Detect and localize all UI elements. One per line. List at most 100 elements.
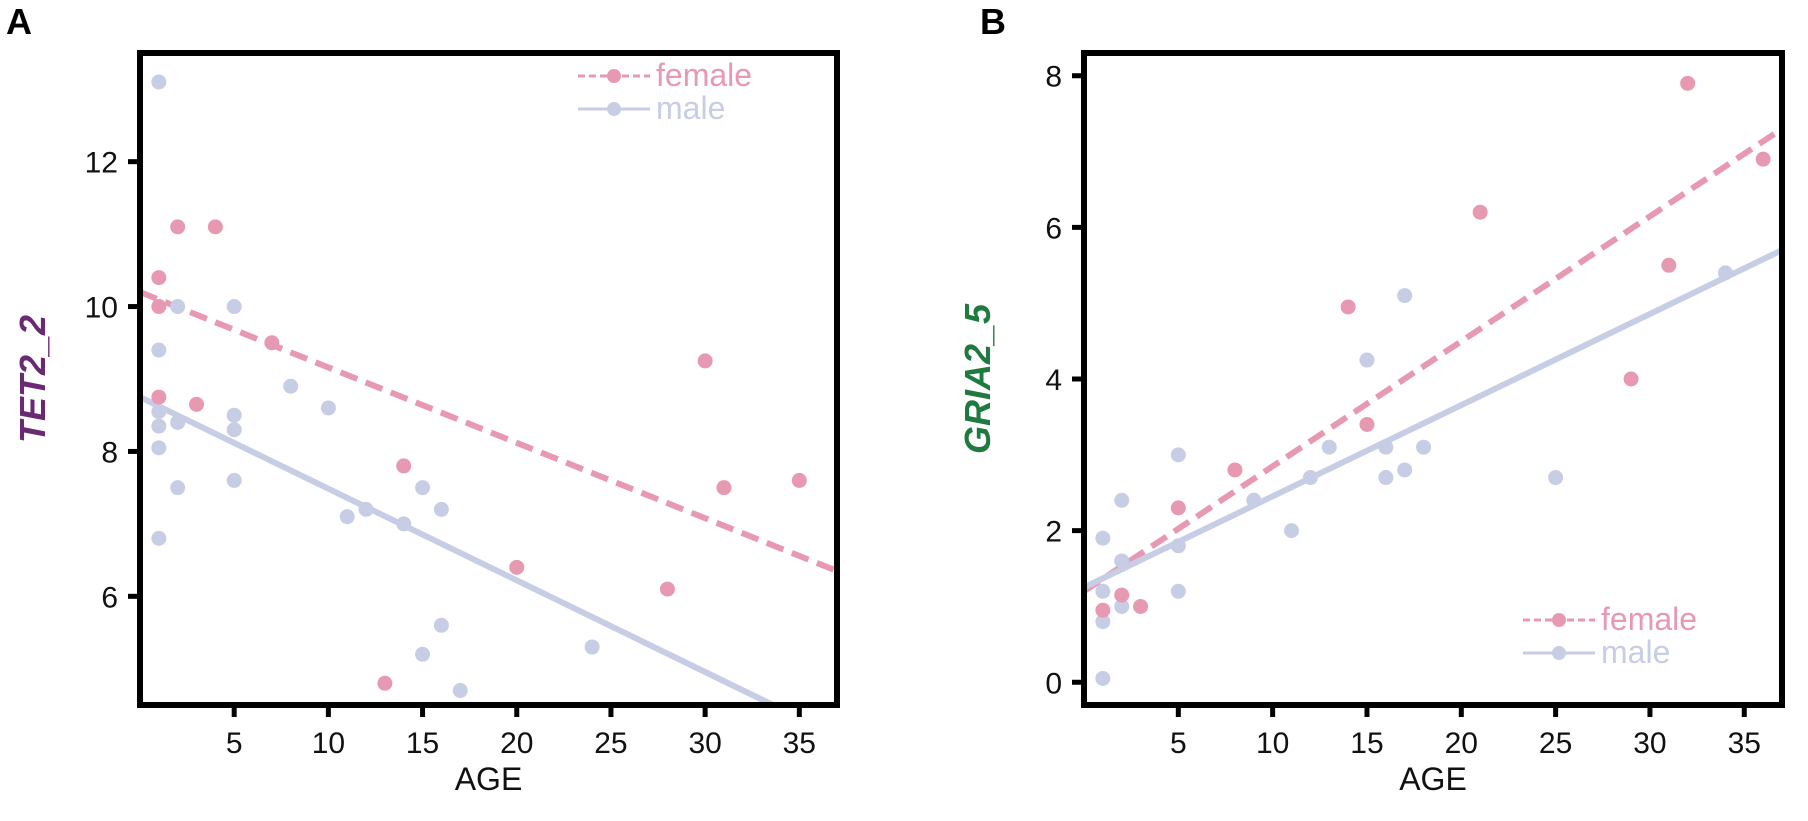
point-male [1114, 553, 1130, 569]
point-male [415, 646, 431, 662]
point-male [1170, 538, 1186, 554]
x-tick-label: 10 [312, 727, 345, 760]
point-male [151, 440, 167, 456]
legend-marker-male [607, 102, 621, 116]
x-tick-label: 10 [1256, 727, 1289, 760]
x-tick-label: 20 [500, 727, 533, 760]
x-tick-label: 15 [406, 727, 439, 760]
x-tick-label: 35 [783, 727, 816, 760]
point-female [170, 219, 186, 235]
x-tick-label: 25 [594, 727, 627, 760]
y-tick-label: 4 [1045, 364, 1062, 397]
point-male [433, 617, 449, 633]
fit-line-male [140, 394, 780, 705]
point-male [151, 342, 167, 358]
fit-line-male [1084, 247, 1782, 591]
point-female [509, 559, 525, 575]
point-male [226, 299, 242, 315]
point-female [1472, 204, 1488, 220]
point-male [226, 472, 242, 488]
point-male [584, 639, 600, 655]
legend-label-female: female [656, 57, 752, 93]
point-female [1680, 75, 1696, 91]
point-female [207, 219, 223, 235]
point-female [1755, 151, 1771, 167]
point-male [1170, 447, 1186, 463]
point-male [1246, 492, 1262, 508]
point-male [226, 422, 242, 438]
y-tick-label: 2 [1045, 516, 1062, 549]
point-male [1416, 439, 1432, 455]
point-female [151, 389, 167, 405]
legend-marker-female [607, 69, 621, 83]
point-male [151, 74, 167, 90]
point-male [452, 683, 468, 699]
point-female [1340, 299, 1356, 315]
point-male [226, 407, 242, 423]
point-male [1321, 439, 1337, 455]
point-male [1378, 470, 1394, 486]
point-female [396, 458, 412, 474]
x-axis-title: AGE [1399, 761, 1467, 797]
point-male [1284, 523, 1300, 539]
point-female [659, 581, 675, 597]
legend-label-male: male [656, 90, 725, 126]
panel-letter-a: A [6, 1, 32, 42]
y-axis-title: TET2_2 [12, 315, 53, 443]
point-male [1114, 598, 1130, 614]
point-male [1397, 288, 1413, 304]
y-tick-label: 8 [101, 436, 118, 469]
y-tick-label: 6 [1045, 212, 1062, 245]
point-male [320, 400, 336, 416]
point-male [151, 418, 167, 434]
x-tick-label: 15 [1350, 727, 1383, 760]
point-female [1359, 416, 1375, 432]
point-male [396, 516, 412, 532]
point-female [189, 396, 205, 412]
point-male [1095, 614, 1111, 630]
y-axis-title: GRIA2_5 [957, 303, 998, 454]
point-male [339, 509, 355, 525]
x-tick-label: 30 [1633, 727, 1666, 760]
point-female [1133, 598, 1149, 614]
point-female [697, 353, 713, 369]
point-male [1378, 439, 1394, 455]
point-male [1717, 265, 1733, 281]
point-male [151, 404, 167, 420]
legend-label-male: male [1601, 634, 1670, 670]
point-female [151, 270, 167, 286]
y-tick-label: 6 [101, 581, 118, 614]
x-tick-label: 5 [1170, 727, 1187, 760]
point-male [283, 378, 299, 394]
y-tick-label: 12 [85, 147, 118, 180]
point-male [1114, 492, 1130, 508]
y-tick-label: 0 [1045, 667, 1062, 700]
point-male [1397, 462, 1413, 478]
point-female [377, 675, 393, 691]
point-male [1548, 470, 1564, 486]
point-female [1623, 371, 1639, 387]
point-male [1095, 670, 1111, 686]
point-female [264, 335, 280, 351]
point-male [1302, 470, 1318, 486]
point-male [358, 501, 374, 517]
y-tick-label: 8 [1045, 61, 1062, 94]
legend-marker-female [1552, 613, 1566, 627]
point-male [170, 480, 186, 496]
x-tick-label: 30 [688, 727, 721, 760]
x-tick-label: 35 [1728, 727, 1761, 760]
point-female [1095, 602, 1111, 618]
plot-frame [137, 50, 840, 708]
panel-letter-b: B [980, 1, 1006, 42]
point-male [433, 501, 449, 517]
point-male [1095, 530, 1111, 546]
point-male [415, 480, 431, 496]
point-female [1661, 257, 1677, 273]
x-axis-title: AGE [455, 761, 523, 797]
y-tick-label: 10 [85, 292, 118, 325]
